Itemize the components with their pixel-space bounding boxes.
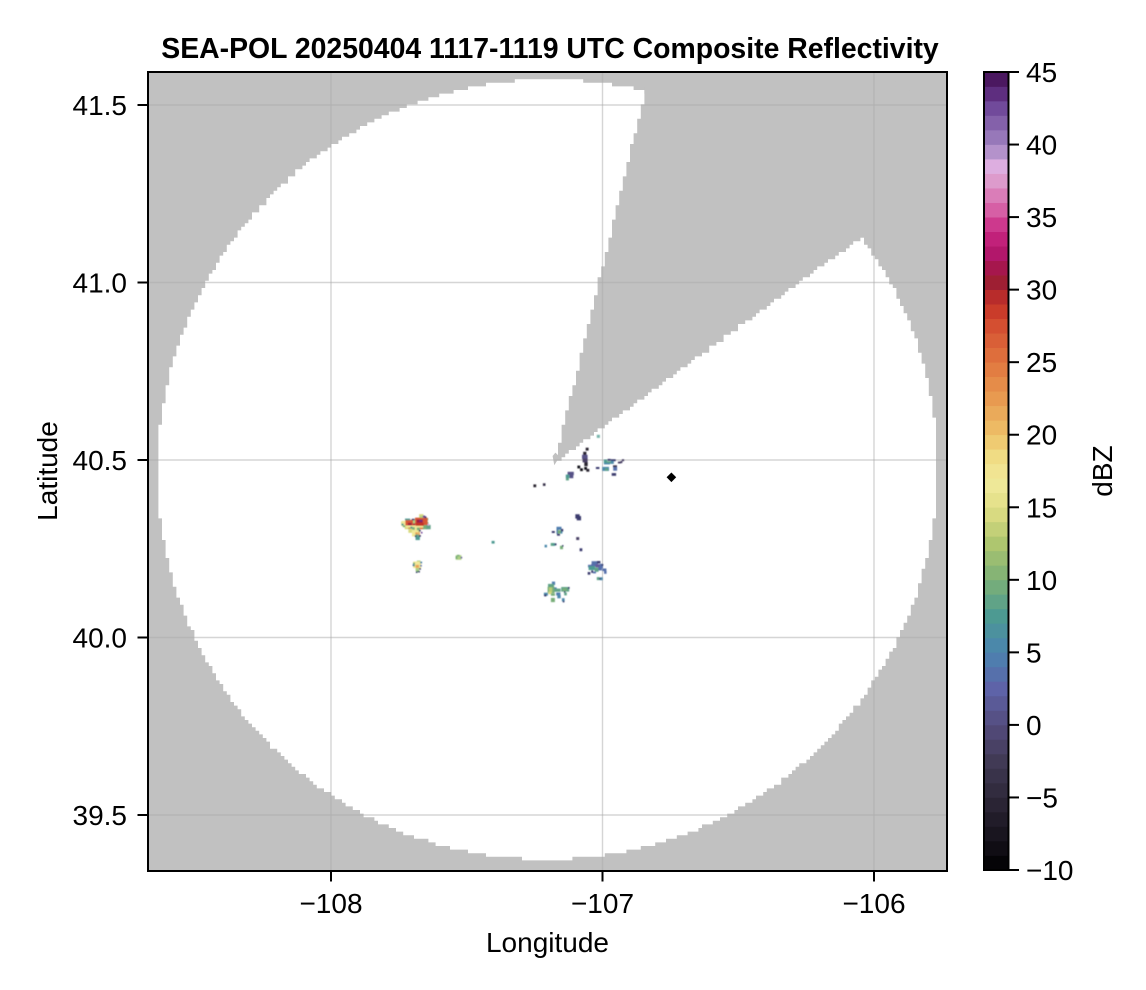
svg-text:Longitude: Longitude [486,927,609,958]
svg-text:5: 5 [1026,637,1042,668]
svg-text:0: 0 [1026,710,1042,741]
svg-text:41.5: 41.5 [73,90,128,121]
svg-text:Latitude: Latitude [32,421,63,521]
svg-text:40.0: 40.0 [73,623,128,654]
svg-text:41.0: 41.0 [73,268,128,299]
svg-text:−106: −106 [842,888,905,919]
svg-text:35: 35 [1026,202,1057,233]
svg-text:−5: −5 [1026,782,1058,813]
svg-text:40.5: 40.5 [73,445,128,476]
svg-text:−108: −108 [299,888,362,919]
svg-text:15: 15 [1026,492,1057,523]
svg-text:45: 45 [1026,57,1057,88]
svg-text:40: 40 [1026,130,1057,161]
svg-text:25: 25 [1026,347,1057,378]
svg-text:−107: −107 [571,888,634,919]
svg-text:30: 30 [1026,275,1057,306]
svg-text:dBZ: dBZ [1087,445,1118,496]
svg-text:10: 10 [1026,565,1057,596]
svg-text:39.5: 39.5 [73,800,128,831]
svg-text:20: 20 [1026,420,1057,451]
svg-text:SEA-POL 20250404 1117-1119 UTC: SEA-POL 20250404 1117-1119 UTC Composite… [161,33,939,65]
svg-text:−10: −10 [1026,855,1074,886]
